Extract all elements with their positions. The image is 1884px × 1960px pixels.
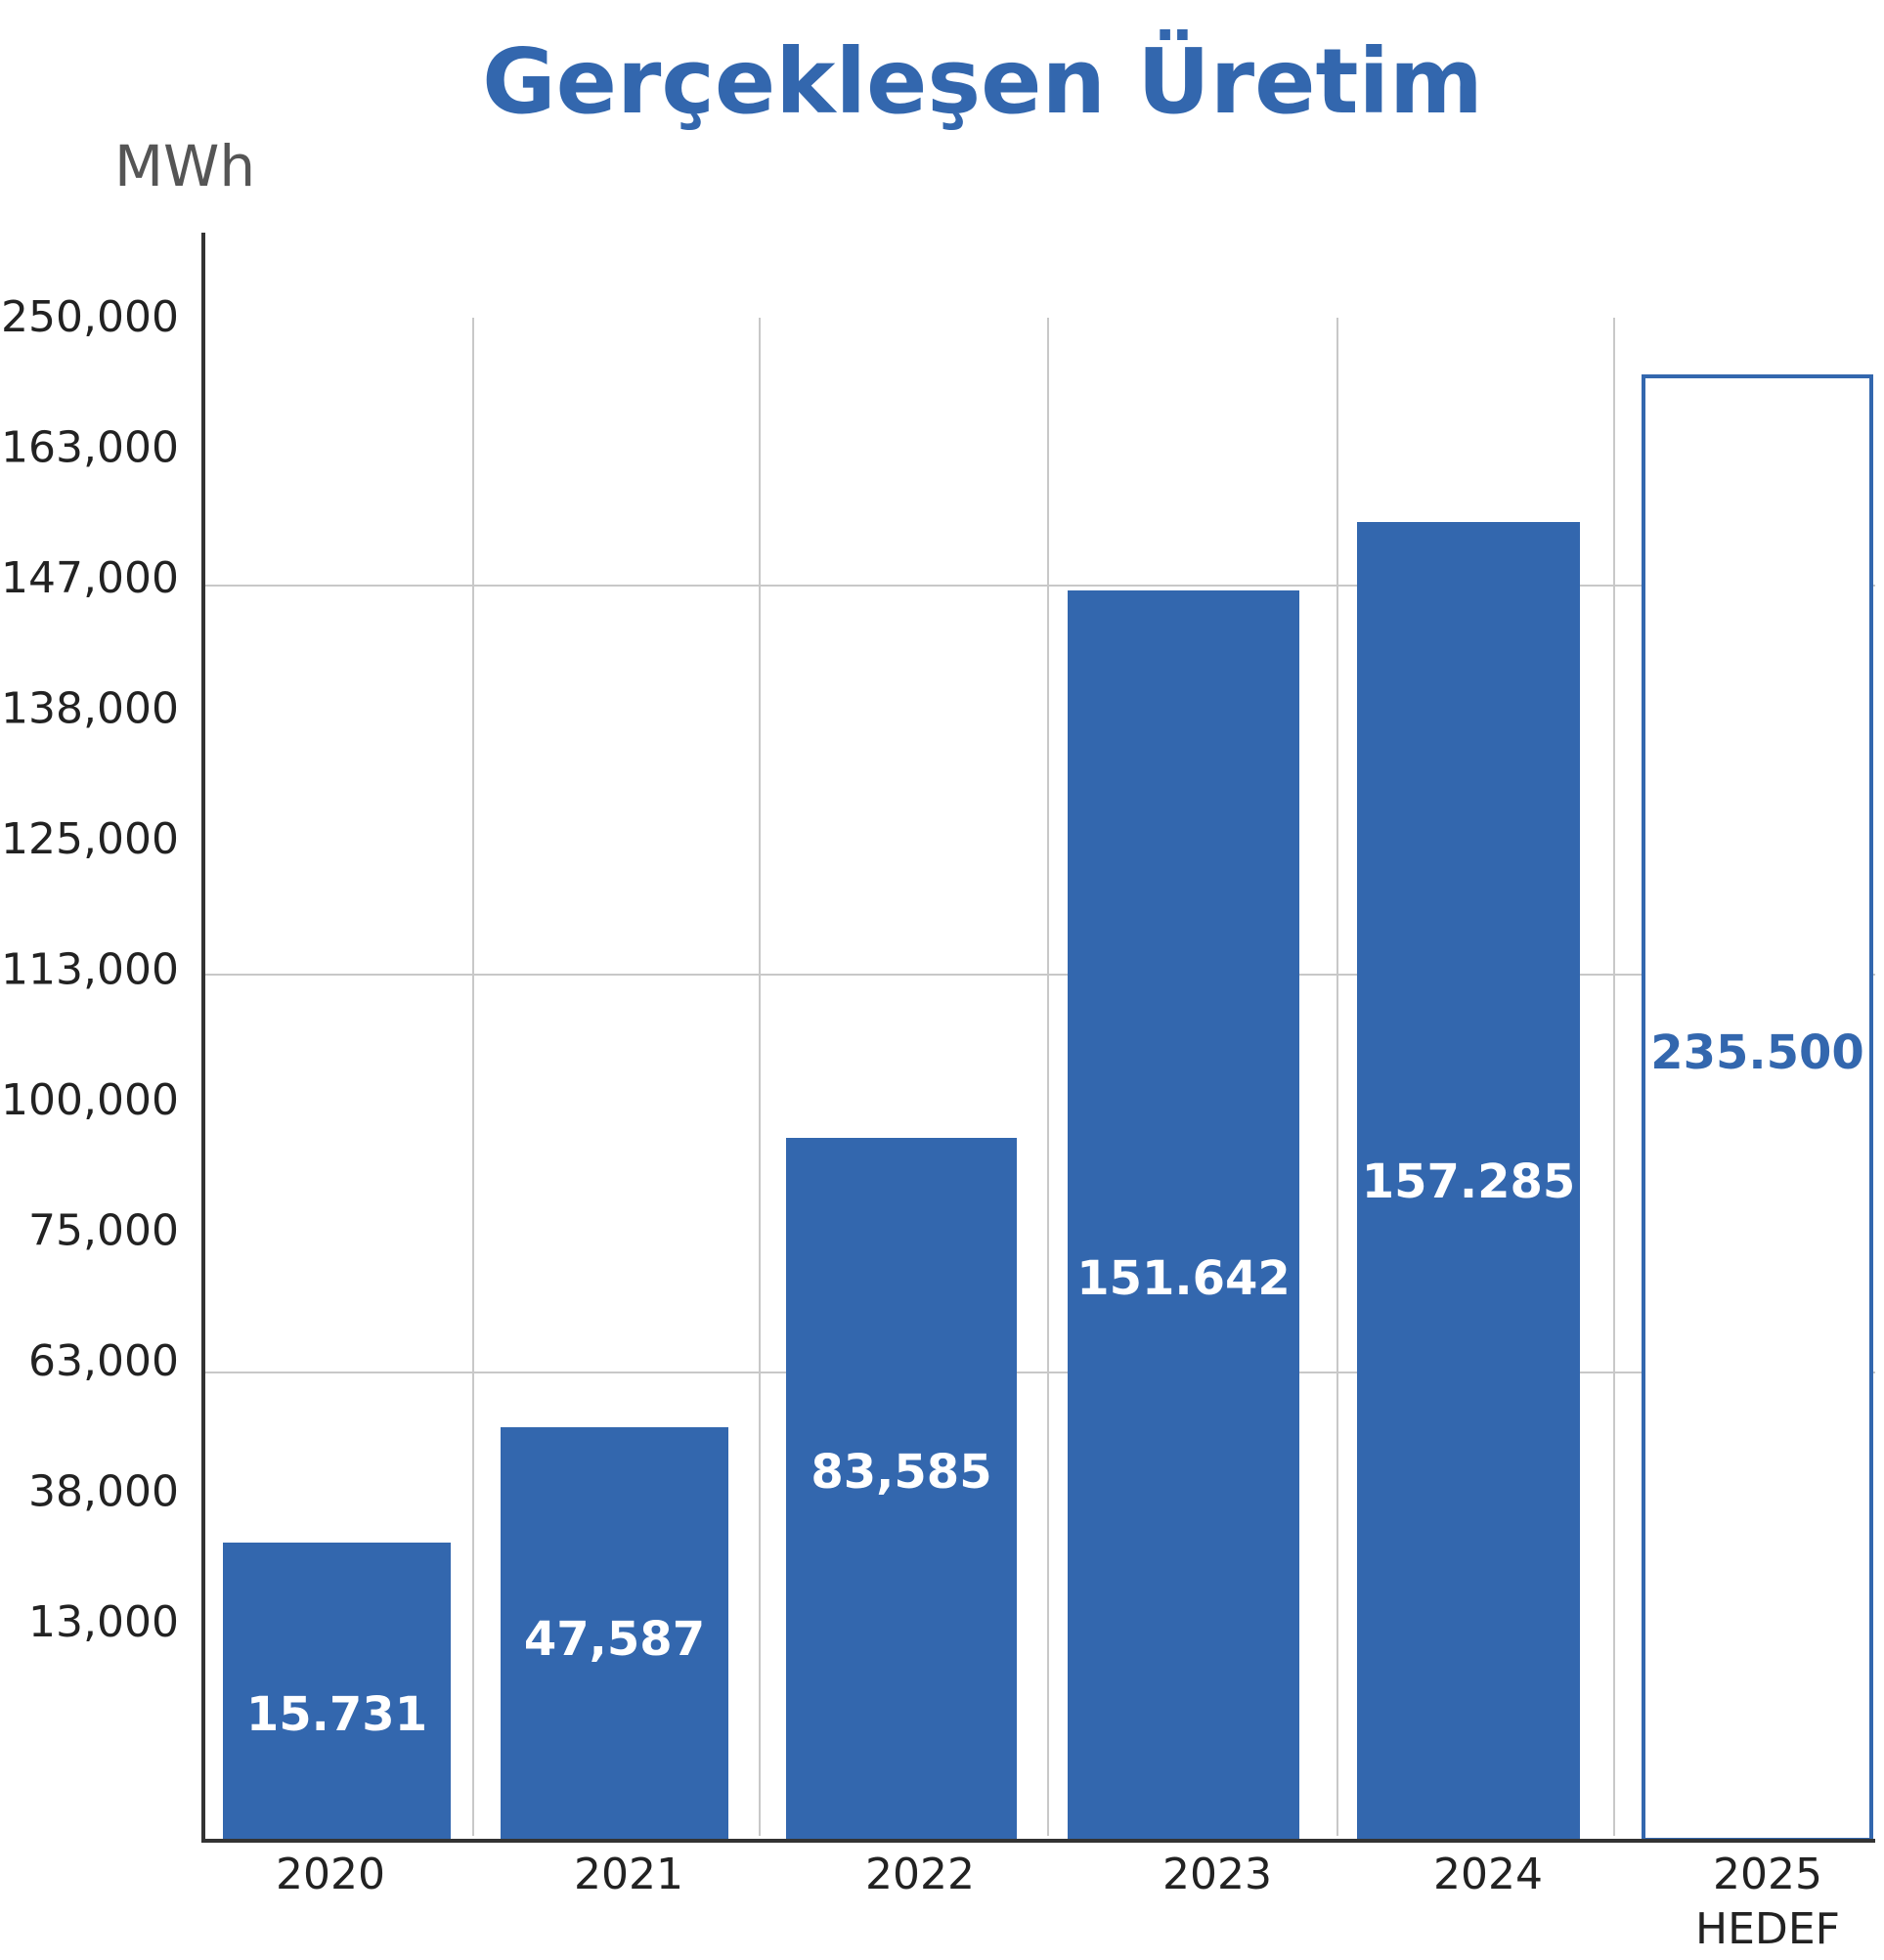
bar-value-label: 235.500: [1650, 1025, 1864, 1080]
bar-2022: [786, 1138, 1017, 1841]
x-category-label: 2020: [276, 1850, 385, 1899]
y-tick-label: 163,000: [1, 423, 179, 473]
bar-value-label: 15.731: [246, 1687, 427, 1742]
bar-2023: [1068, 590, 1299, 1841]
bar-2025: [1642, 374, 1873, 1842]
x-category-sublabel: HEDEF: [1695, 1904, 1840, 1954]
bar-value-label: 157.285: [1362, 1154, 1576, 1209]
y-tick-label: 147,000: [1, 553, 179, 603]
y-tick-label: 38,000: [28, 1467, 179, 1517]
grid-layer: [203, 318, 1875, 1836]
bar-2020: [223, 1543, 451, 1841]
axes-layer: [201, 233, 1875, 1843]
bars-layer: [223, 374, 1873, 1842]
x-category-label: 2021: [574, 1850, 683, 1899]
y-tick-label: 125,000: [1, 814, 179, 864]
x-category-labels: 2020 2021 2022 2023 2024 2025 HEDEF: [276, 1850, 1840, 1954]
x-category-label: 2023: [1162, 1850, 1272, 1899]
y-tick-label: 250,000: [1, 292, 179, 342]
bar-2024: [1357, 522, 1580, 1841]
y-tick-label: 63,000: [28, 1336, 179, 1386]
bar-value-label: 47,587: [524, 1612, 705, 1667]
chart-title: Gerçekleşen Üretim: [482, 27, 1483, 134]
bar-value-label: 83,585: [811, 1445, 991, 1500]
bar-value-labels: 15.731 47,587 83,585 151.642 157.285 235.500: [246, 1025, 1864, 1742]
y-tick-label: 113,000: [1, 945, 179, 995]
y-tick-label: 138,000: [1, 684, 179, 734]
y-axis-unit-label: MWh: [114, 133, 255, 199]
bar-2021: [501, 1427, 728, 1841]
bar-value-label: 151.642: [1076, 1251, 1291, 1306]
y-tick-label: 100,000: [1, 1075, 179, 1125]
y-tick-label: 13,000: [28, 1597, 179, 1647]
x-category-label: 2024: [1433, 1850, 1543, 1899]
x-category-label: 2025: [1713, 1850, 1822, 1899]
x-category-label: 2022: [865, 1850, 975, 1899]
y-tick-labels: 250,000 163,000 147,000 138,000 125,000 113,0…: [1, 292, 179, 1647]
y-tick-label: 75,000: [28, 1206, 179, 1256]
